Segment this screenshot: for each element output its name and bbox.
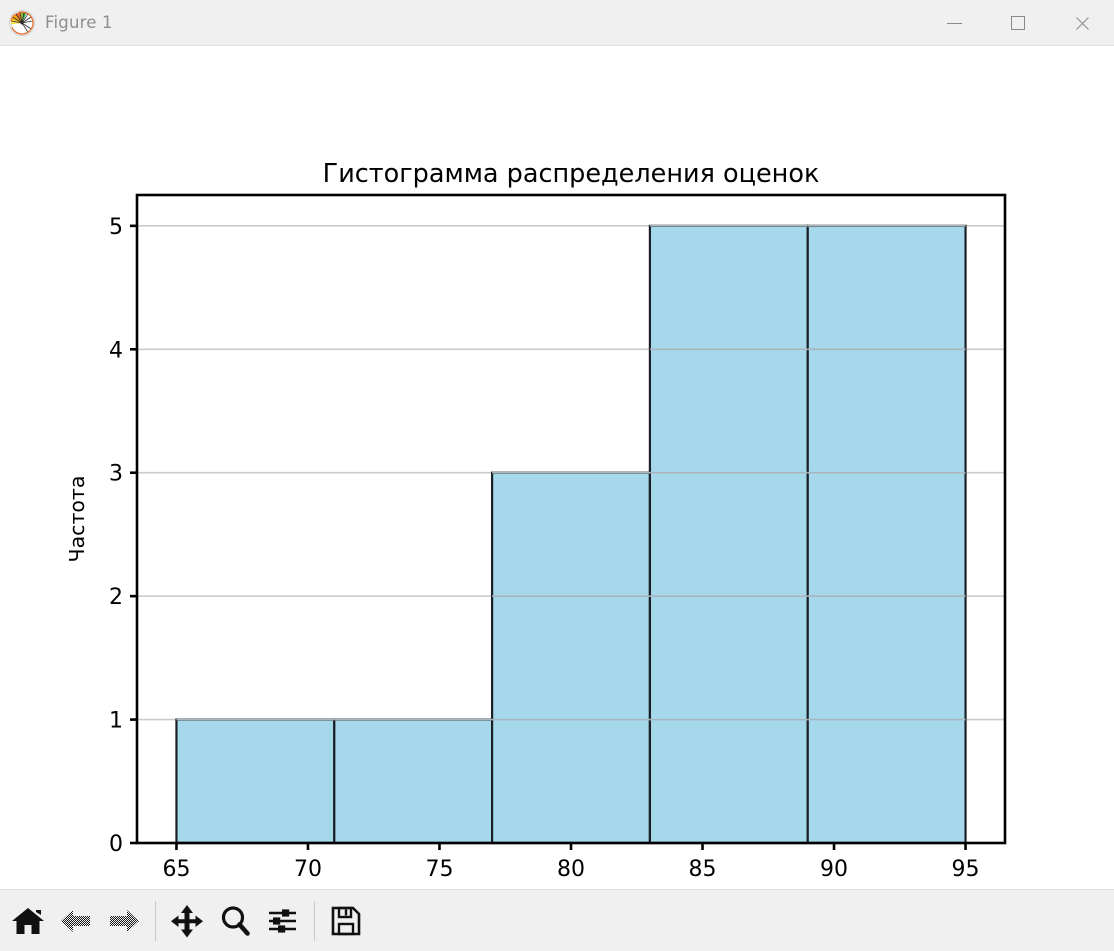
y-tick-label: 2: [109, 585, 123, 610]
maximize-icon: [1011, 16, 1025, 30]
close-icon: [1074, 15, 1091, 32]
gridlines-overlay: [176, 225, 966, 721]
y-tick-label: 4: [109, 338, 123, 363]
pan-button[interactable]: [163, 895, 211, 947]
matplotlib-logo-icon: [9, 9, 35, 36]
histogram-bar[interactable]: [806, 224, 967, 845]
histogram-bar[interactable]: [648, 224, 809, 845]
chart-title: Гистограмма распределения оценок: [323, 159, 820, 189]
x-tick-label: 85: [689, 857, 717, 882]
x-tick-label: 90: [820, 857, 848, 882]
sliders-icon: [269, 908, 296, 933]
minimize-icon: [946, 22, 962, 24]
histogram-bar[interactable]: [490, 471, 652, 845]
figure-canvas[interactable]: 0 1 2 3 4 5 65 70 75 80 85 90 95 Гистограмма распре…: [0, 46, 1114, 889]
y-axis-label: Частота: [65, 476, 89, 563]
forward-button[interactable]: [100, 895, 148, 947]
window-title: Figure 1: [45, 13, 113, 32]
x-axis-ticks: 65 70 75 80 85 90 95: [162, 843, 980, 882]
y-tick-label: 1: [109, 709, 123, 734]
x-tick-label: 95: [952, 857, 980, 882]
toolbar-separator: [155, 900, 156, 941]
toolbar-separator-2: [314, 900, 315, 941]
y-tick-label: 5: [109, 215, 123, 240]
minimize-button[interactable]: [922, 0, 986, 46]
back-button[interactable]: [52, 895, 100, 947]
histogram-bar[interactable]: [333, 718, 494, 845]
y-tick-label: 0: [109, 832, 123, 857]
home-button[interactable]: [4, 895, 52, 947]
navigation-toolbar: [0, 889, 1114, 951]
x-tick-label: 75: [425, 857, 453, 882]
y-tick-label: 3: [109, 462, 123, 487]
zoom-button[interactable]: [211, 895, 259, 947]
histogram-plot[interactable]: 0 1 2 3 4 5 65 70 75 80 85 90 95 Гистограмма распре…: [0, 46, 1114, 889]
configure-subplots-button[interactable]: [259, 895, 307, 947]
close-button[interactable]: [1050, 0, 1114, 46]
floppy-disk-save-icon: [331, 906, 361, 935]
left-arrow-icon: [61, 909, 90, 932]
x-tick-label: 80: [557, 857, 585, 882]
x-tick-label: 70: [294, 857, 322, 882]
window-titlebar: Figure 1: [0, 0, 1114, 46]
magnifier-icon: [221, 905, 250, 936]
move-arrows-icon: [171, 904, 203, 937]
window-controls: [922, 0, 1114, 46]
right-arrow-icon: [110, 909, 139, 932]
y-axis-ticks: 0 1 2 3 4 5: [109, 215, 137, 857]
x-tick-label: 65: [162, 857, 190, 882]
histogram-bar[interactable]: [175, 718, 336, 845]
save-button[interactable]: [322, 895, 370, 947]
maximize-button[interactable]: [986, 0, 1050, 46]
home-icon: [12, 907, 44, 934]
